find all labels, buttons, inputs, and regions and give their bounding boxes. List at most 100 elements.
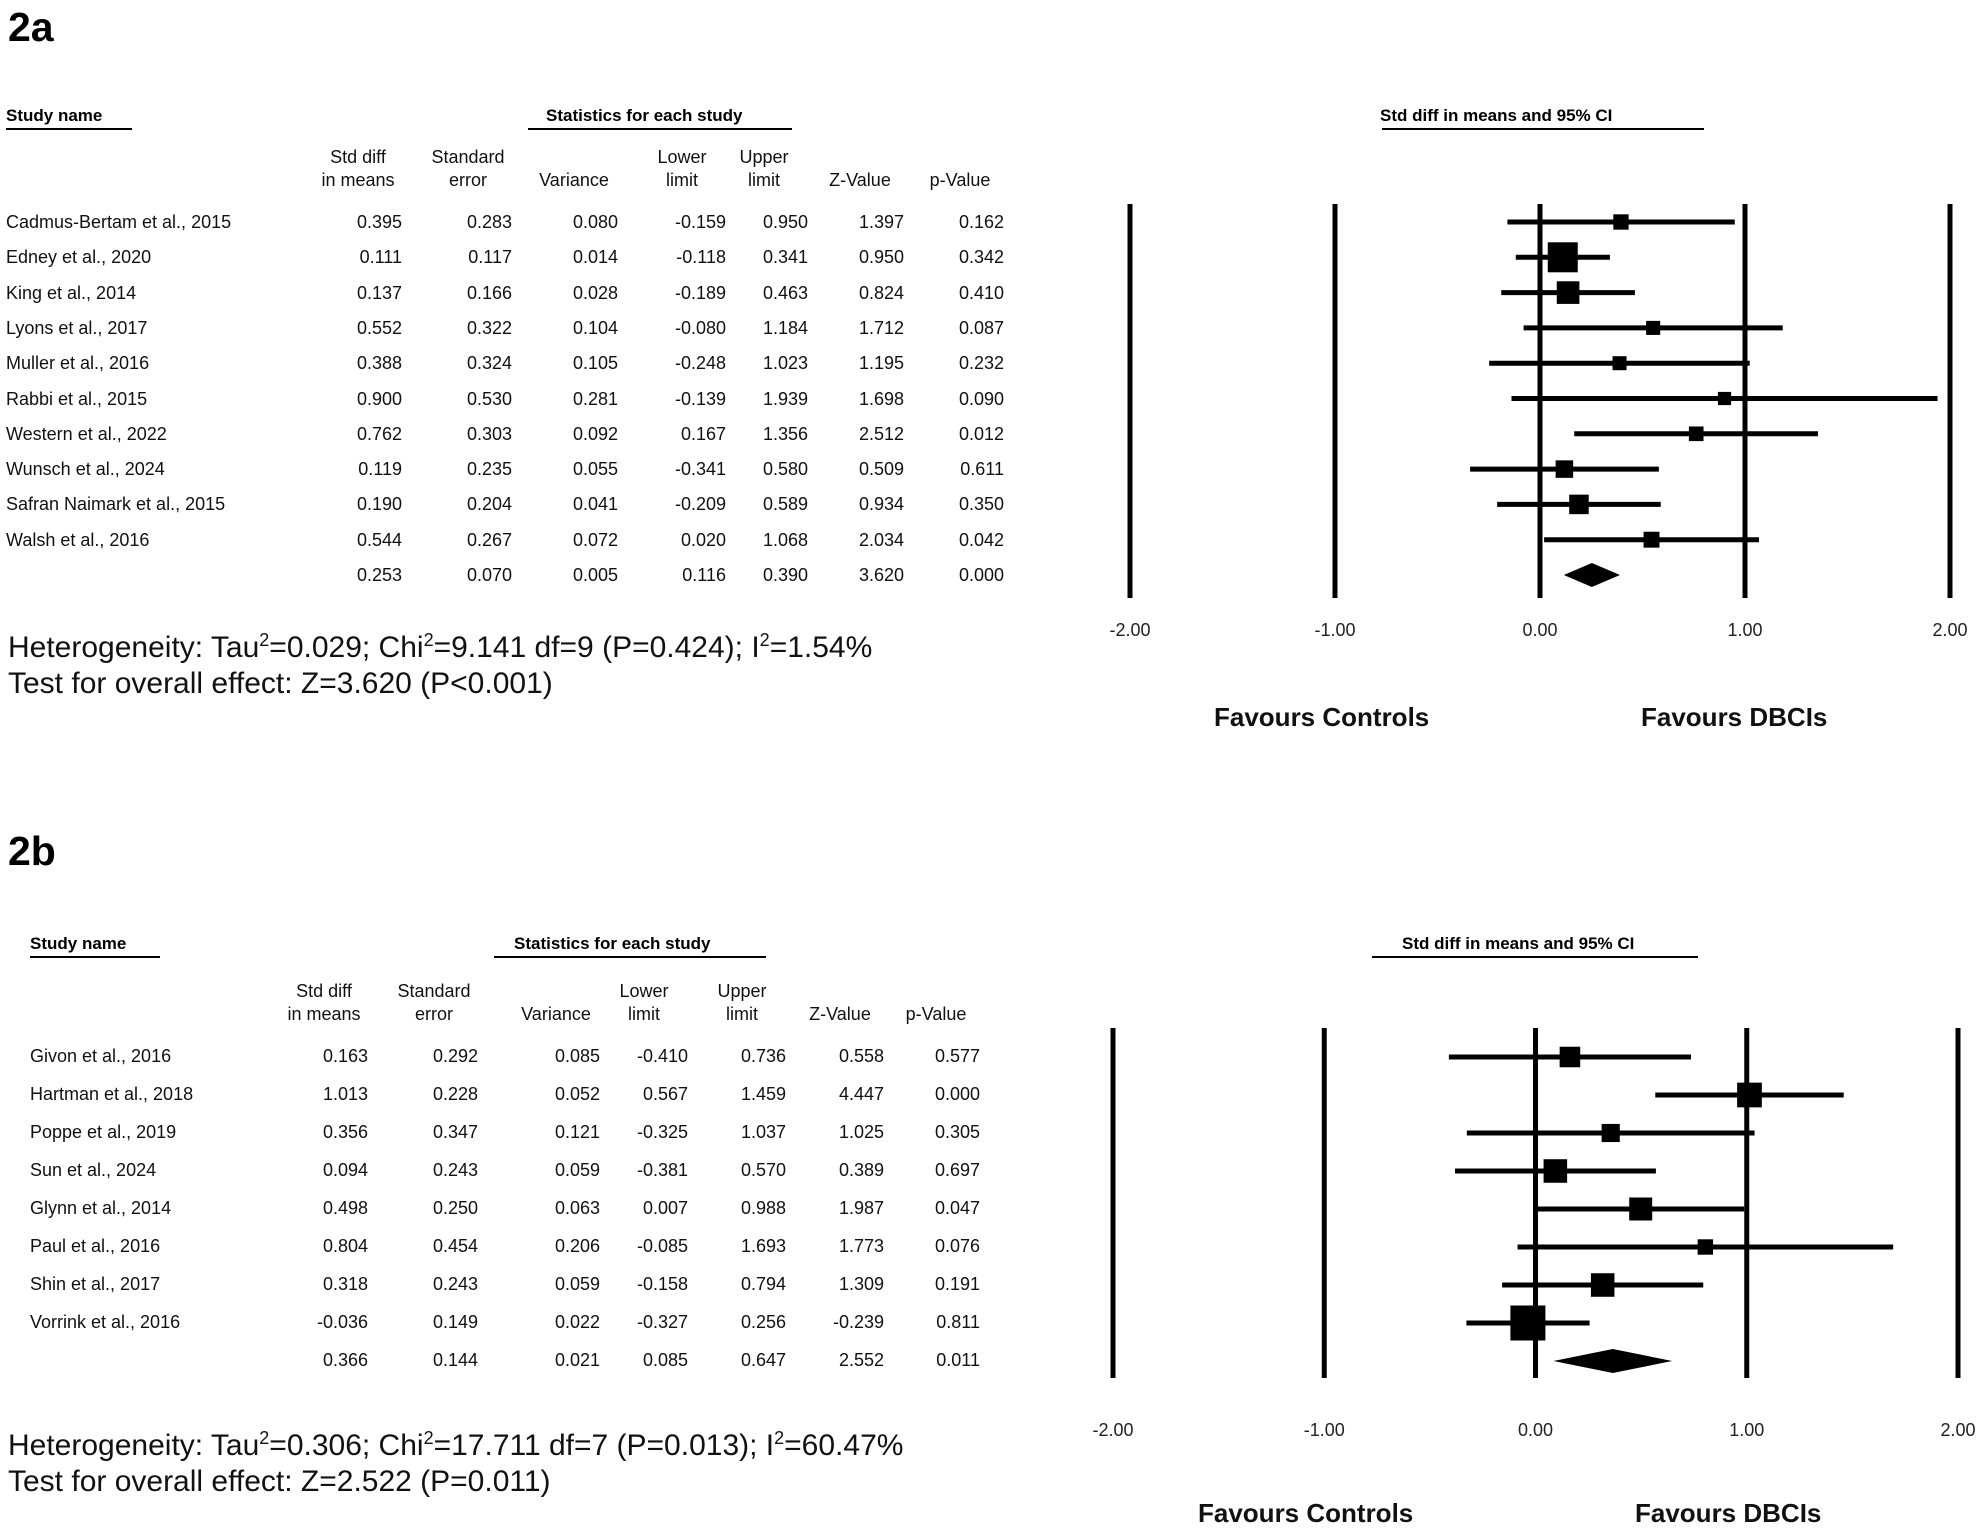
cell-var: 0.104 (572, 317, 618, 338)
cell-p: 0.047 (934, 1198, 980, 1218)
cell-lo: -0.118 (676, 247, 726, 268)
cell-hi: 0.950 (762, 212, 808, 232)
cell-hi: 0.589 (762, 494, 808, 515)
cell-se: 0.530 (466, 388, 512, 409)
study-name: Edney et al., 2020 (6, 247, 152, 268)
cell-var: 0.092 (572, 423, 618, 444)
ci-header: Std diff in means and 95% CI (1402, 934, 1635, 953)
cell-se: 0.070 (466, 565, 512, 585)
study-name-header: Study name (30, 934, 127, 953)
cell-p: 0.000 (958, 565, 1004, 585)
cell-se: 0.117 (468, 247, 512, 268)
column-header-smd: Std diff in means (278, 980, 370, 1026)
study-name: Cadmus-Bertam et al., 2015 (6, 212, 232, 232)
cell-var: 0.005 (572, 565, 618, 585)
point-estimate (1569, 494, 1589, 515)
heterogeneity-text: Heterogeneity: Tau2=0.306; Chi2=17.711 d… (8, 1428, 904, 1462)
cell-p: 0.232 (958, 353, 1004, 374)
cell-lo: 0.116 (682, 565, 726, 585)
cell-z: 1.397 (858, 212, 904, 232)
study-name: Western et al., 2022 (6, 423, 167, 444)
column-header-line2: p-Value (929, 170, 991, 190)
column-header-line1 (890, 980, 982, 1003)
cell-lo: -0.327 (636, 1312, 688, 1332)
column-header-line1 (814, 146, 906, 169)
cell-p: 0.162 (958, 212, 1004, 232)
cell-smd: 0.094 (322, 1160, 368, 1180)
cell-lo: -0.159 (674, 212, 726, 232)
cell-smd: 0.111 (359, 247, 402, 268)
cell-z: 2.512 (858, 423, 904, 444)
stats-header: Statistics for each study (546, 106, 743, 125)
cell-z: 0.824 (858, 282, 904, 303)
study-name: Safran Naimark et al., 2015 (6, 494, 226, 515)
column-header-line1: Standard (397, 981, 471, 1001)
column-header-se: Standard error (388, 980, 480, 1026)
cell-se: 0.235 (466, 459, 512, 480)
x-tick-label: -2.00 (1109, 620, 1150, 640)
cell-p: 0.042 (958, 529, 1004, 550)
column-header-line1: Upper (739, 147, 789, 167)
ci-header: Std diff in means and 95% CI (1380, 106, 1613, 125)
cell-z: 0.389 (838, 1160, 884, 1180)
cell-p: 0.012 (958, 423, 1004, 444)
point-estimate (1547, 242, 1578, 273)
column-header-line2: limit (666, 170, 698, 190)
cell-hi: 1.037 (740, 1122, 786, 1142)
point-estimate (1737, 1082, 1762, 1108)
x-tick-label: 0.00 (1522, 620, 1557, 640)
cell-var: 0.021 (554, 1350, 600, 1370)
x-tick-label: -2.00 (1092, 1420, 1133, 1440)
column-header-hi: Upper limit (718, 146, 810, 192)
cell-smd: 0.498 (322, 1198, 368, 1218)
favours-controls-label: Favours Controls (1214, 702, 1430, 732)
study-name: Paul et al., 2016 (30, 1236, 161, 1256)
point-estimate (1717, 391, 1732, 406)
point-estimate (1643, 531, 1660, 548)
column-header-line1: Upper (717, 981, 767, 1001)
cell-lo: -0.139 (674, 388, 726, 409)
column-header-line2: limit (726, 1004, 758, 1024)
cell-hi: 1.356 (762, 423, 808, 444)
point-estimate (1543, 1159, 1568, 1183)
cell-hi: 1.459 (740, 1084, 786, 1104)
column-header-line1: Standard (431, 147, 505, 167)
panel-label: 2a (8, 4, 54, 50)
cell-hi: 1.693 (740, 1236, 786, 1256)
cell-smd: 0.762 (356, 423, 402, 444)
summary-diamond (1553, 1349, 1673, 1373)
point-estimate (1697, 1239, 1714, 1255)
cell-var: 0.022 (554, 1312, 600, 1332)
cell-smd: 0.253 (356, 565, 402, 585)
column-header-line2: Variance (539, 170, 609, 190)
study-name-header: Study name (6, 106, 103, 125)
cell-z: 1.195 (858, 353, 904, 374)
point-estimate (1601, 1123, 1620, 1143)
cell-se: 0.149 (432, 1312, 478, 1332)
favours-dbcis-label: Favours DBCIs (1641, 702, 1828, 732)
x-tick-label: 0.00 (1518, 1420, 1553, 1440)
cell-smd: 0.544 (356, 529, 402, 550)
cell-smd: 0.119 (358, 459, 402, 480)
cell-var: 0.059 (554, 1160, 600, 1180)
column-header-lo: Lower limit (636, 146, 728, 192)
cell-se: 0.144 (432, 1350, 478, 1370)
cell-smd: 0.804 (322, 1236, 368, 1256)
overall-effect-text: Test for overall effect: Z=3.620 (P<0.00… (8, 667, 553, 700)
cell-lo: 0.007 (642, 1198, 688, 1218)
summary-diamond (1563, 563, 1620, 587)
cell-se: 0.347 (432, 1122, 478, 1142)
column-header-line2: error (448, 170, 487, 190)
cell-z: 1.987 (838, 1198, 884, 1218)
heterogeneity-text: Heterogeneity: Tau2=0.029; Chi2=9.141 df… (8, 630, 873, 664)
cell-var: 0.072 (572, 529, 618, 550)
cell-se: 0.243 (432, 1160, 478, 1180)
x-tick-label: -1.00 (1304, 1420, 1345, 1440)
cell-var: 0.052 (554, 1084, 600, 1104)
cell-z: -0.239 (832, 1312, 884, 1332)
cell-p: 0.697 (934, 1160, 980, 1180)
cell-lo: 0.567 (642, 1084, 688, 1104)
point-estimate (1590, 1273, 1615, 1297)
cell-hi: 0.736 (740, 1046, 786, 1066)
cell-z: 0.950 (858, 247, 904, 268)
